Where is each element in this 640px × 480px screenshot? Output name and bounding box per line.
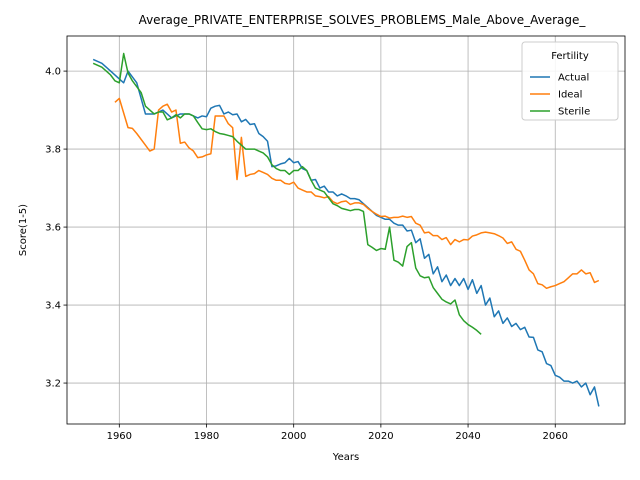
x-axis-label: Years (332, 452, 359, 463)
series-line-sterile (92, 52, 482, 335)
y-axis: 3.2 3.4 3.6 3.8 4.0 (45, 67, 67, 390)
y-tick-label: 3.6 (45, 223, 61, 234)
y-axis-label: Score(1-5) (18, 204, 29, 256)
legend-title: Fertility (551, 51, 589, 62)
x-tick-label: 1980 (194, 431, 219, 442)
x-tick-label: 2040 (455, 431, 480, 442)
legend: Fertility Actual Ideal Sterile (521, 41, 619, 121)
series-line-ideal (114, 97, 600, 290)
chart-title: Average_PRIVATE_ENTERPRISE_SOLVES_PROBLE… (139, 13, 587, 27)
x-tick-label: 2020 (368, 431, 393, 442)
series-lines (92, 52, 600, 407)
y-tick-label: 3.4 (45, 301, 61, 312)
x-tick-label: 2060 (543, 431, 568, 442)
y-tick-label: 3.8 (45, 145, 61, 156)
y-tick-label: 3.2 (45, 379, 61, 390)
legend-label-sterile: Sterile (558, 107, 590, 118)
x-axis: 1960 1980 2000 2020 2040 2060 (107, 424, 568, 442)
x-tick-label: 2000 (281, 431, 306, 442)
plot-area-frame (66, 35, 626, 425)
legend-label-actual: Actual (558, 73, 589, 84)
y-tick-label: 4.0 (45, 67, 61, 78)
legend-label-ideal: Ideal (558, 90, 582, 101)
legend-box (521, 41, 619, 121)
x-tick-label: 1960 (107, 431, 132, 442)
